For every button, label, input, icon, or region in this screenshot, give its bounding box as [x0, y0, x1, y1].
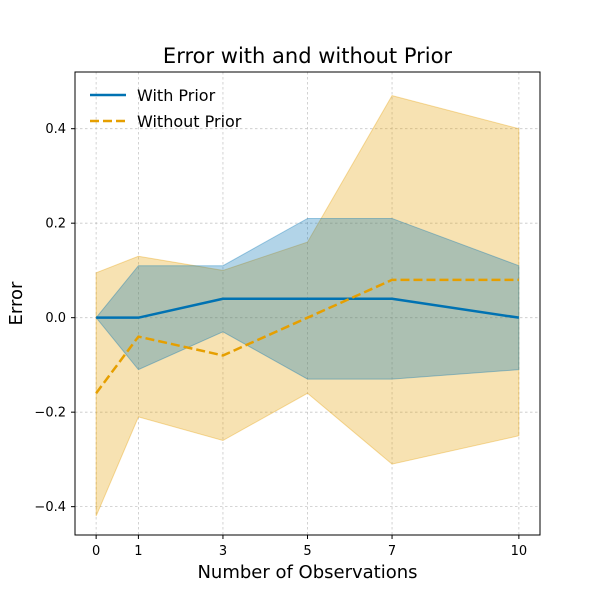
- y-tick-label: 0.4: [45, 122, 66, 137]
- x-tick-label: 0: [92, 544, 100, 559]
- x-tick-label: 7: [388, 544, 396, 559]
- chart-title: Error with and without Prior: [163, 44, 453, 68]
- without-prior-legend-label: Without Prior: [137, 112, 242, 131]
- with-prior-line: [96, 297, 520, 319]
- y-tick-label: −0.4: [34, 500, 66, 515]
- with-prior-legend-label: With Prior: [137, 86, 216, 105]
- series-lines: [95, 278, 520, 395]
- x-tick-label: 3: [219, 544, 227, 559]
- legend: With Prior Without Prior: [90, 86, 242, 131]
- x-axis-label: Number of Observations: [197, 562, 417, 583]
- without-prior-line: [95, 278, 519, 395]
- x-tick-label: 1: [134, 544, 142, 559]
- axis-ticks: 0 1 3 5 7 10 −0.4 −0.2 0.0 0.2 0.4: [34, 122, 527, 559]
- y-tick-label: −0.2: [34, 406, 66, 421]
- without-prior-band: [95, 95, 520, 517]
- y-axis-label: Error: [6, 281, 27, 325]
- x-tick-label: 5: [303, 544, 311, 559]
- x-tick-label: 10: [511, 544, 528, 559]
- y-tick-label: 0.2: [45, 217, 66, 232]
- y-tick-label: 0.0: [45, 311, 66, 326]
